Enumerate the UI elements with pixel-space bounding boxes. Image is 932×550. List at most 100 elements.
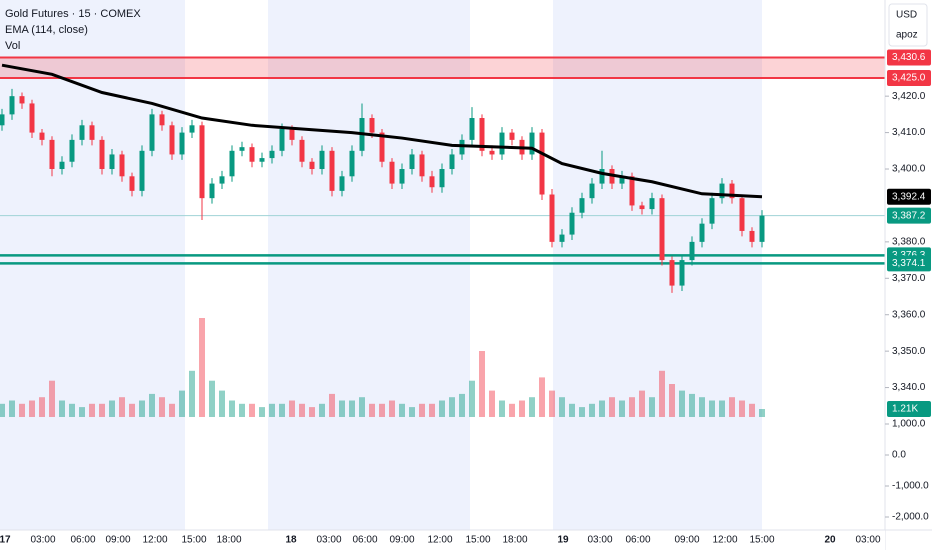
volume-bar <box>119 397 125 417</box>
volume-bar <box>269 403 275 417</box>
volume-bar <box>69 403 75 417</box>
volume-bar <box>469 380 475 417</box>
volume-bar <box>319 403 325 417</box>
axis-labels: 3,420.0 3,410.0 3,400.0 3,380.0 3,370.0 3,360… <box>0 49 931 546</box>
ema-line <box>1 63 763 199</box>
x-tick-label: 03:00 <box>316 535 341 546</box>
candle-body <box>129 176 135 191</box>
candle-body <box>209 183 215 199</box>
volume-bar <box>39 397 45 417</box>
x-tick-label: 06:00 <box>70 535 95 546</box>
candle-body <box>79 125 85 140</box>
volume-bar <box>299 403 305 417</box>
candle-body <box>89 125 95 140</box>
candle-body <box>379 132 385 162</box>
candle-body <box>509 132 515 140</box>
candle-body <box>149 114 155 151</box>
volume-bar <box>199 318 205 417</box>
candle-body <box>689 241 695 261</box>
volume-bar <box>229 400 235 417</box>
candle-body <box>69 139 75 162</box>
candle-body <box>169 125 175 155</box>
candle-body <box>529 132 535 155</box>
candle-body <box>109 154 115 170</box>
volume-bar <box>289 400 295 417</box>
x-tick-label: 18:00 <box>216 535 241 546</box>
candle-body <box>589 183 595 199</box>
volume-bar <box>19 403 25 417</box>
candle-body <box>549 194 555 242</box>
x-tick-label: 09:00 <box>674 535 699 546</box>
volume-bar <box>9 400 15 417</box>
candle-body <box>419 154 425 177</box>
volume-bar <box>389 400 395 417</box>
x-tick-label: 15:00 <box>465 535 490 546</box>
candle-body <box>739 198 745 231</box>
volume-bar <box>739 400 745 417</box>
volume-bar <box>609 397 615 417</box>
currency-box[interactable] <box>888 3 928 47</box>
candle-body <box>29 103 35 133</box>
ema-badge <box>887 188 931 205</box>
candle-body <box>339 176 345 191</box>
session-band <box>268 0 470 530</box>
resistance-badge-label: 3,430.6 <box>892 52 926 63</box>
candle-body <box>699 223 705 242</box>
candle-body <box>299 139 305 162</box>
volume-bar <box>99 403 105 417</box>
candle-body <box>19 96 25 104</box>
volume-bar <box>279 403 285 417</box>
volume-bar <box>419 403 425 417</box>
candle-body <box>199 125 205 199</box>
candle-body <box>349 150 355 177</box>
volume-bar <box>379 403 385 417</box>
volume-bar <box>79 407 85 417</box>
volume-bar <box>139 400 145 417</box>
candle-body <box>309 161 315 170</box>
candle-body <box>139 150 145 191</box>
volume-bar <box>529 397 535 417</box>
x-tick-label: 06:00 <box>625 535 650 546</box>
volume-bar <box>459 393 465 417</box>
candle-body <box>159 114 165 126</box>
volume-bar <box>649 397 655 417</box>
y-tick-label: 3,380.0 <box>892 237 926 248</box>
volume-bar <box>479 351 485 417</box>
x-tick-label: 19 <box>557 535 569 546</box>
candle-body <box>119 154 125 177</box>
candle-body <box>319 150 325 170</box>
candle-body <box>229 150 235 177</box>
volume-bar <box>719 400 725 417</box>
volume-bar <box>129 403 135 417</box>
x-tick-label: 03:00 <box>855 535 880 546</box>
y-tick-label: 3,360.0 <box>892 309 926 320</box>
y-tick-label: 3,400.0 <box>892 164 926 175</box>
resistance-badge <box>887 69 931 86</box>
candle-body <box>639 205 645 210</box>
candle-body <box>239 147 245 151</box>
volume-bar <box>659 370 665 417</box>
y-tick-label: 3,410.0 <box>892 127 926 138</box>
x-tick-label: 18 <box>285 535 297 546</box>
candle-body <box>39 132 45 140</box>
volume-bar <box>29 400 35 417</box>
candle-body <box>479 118 485 151</box>
x-tick-label: 12:00 <box>427 535 452 546</box>
volume-bar <box>449 397 455 417</box>
volume-bar <box>59 400 65 417</box>
candle-body <box>709 198 715 224</box>
x-tick-label: 12:00 <box>142 535 167 546</box>
candle-body <box>179 132 185 155</box>
time-axis <box>0 530 885 550</box>
candle-body <box>729 183 735 199</box>
volume-bar <box>619 400 625 417</box>
volume-bar <box>189 370 195 417</box>
candle-body <box>579 198 585 213</box>
volume-bar <box>589 403 595 417</box>
candle-body <box>649 198 655 210</box>
volume-bar <box>499 400 505 417</box>
candle-body <box>449 154 455 170</box>
y-tick-label: 3,350.0 <box>892 346 926 357</box>
candle-body <box>619 176 625 184</box>
candle-body <box>759 215 765 242</box>
